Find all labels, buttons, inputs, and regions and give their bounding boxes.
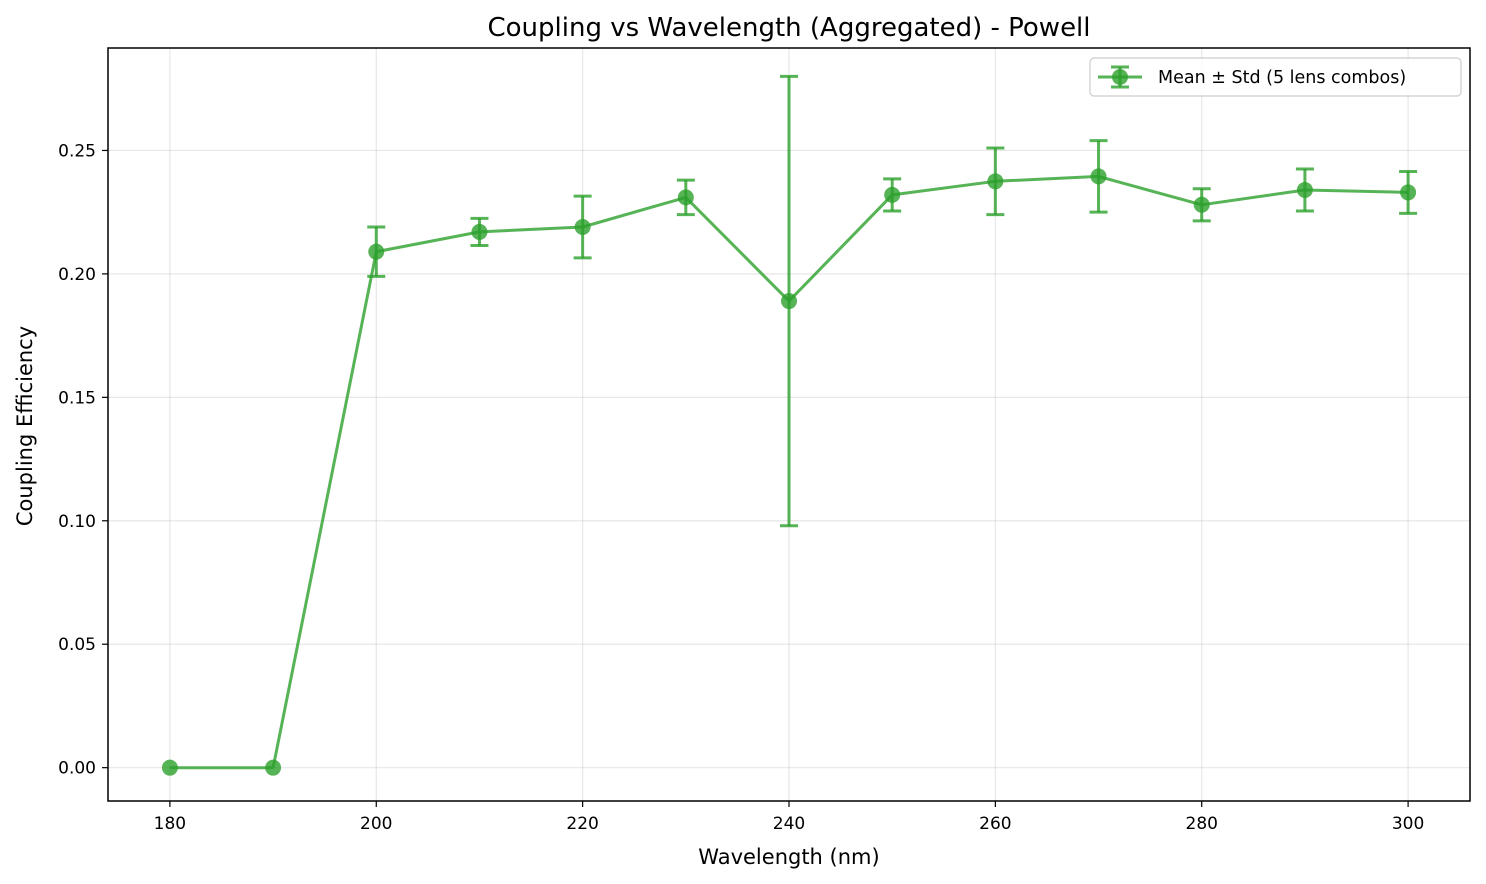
x-tick-label: 300 — [1392, 814, 1424, 834]
x-tick-label: 240 — [773, 814, 805, 834]
legend-box — [1089, 57, 1462, 97]
chart-title: Coupling vs Wavelength (Aggregated) - Po… — [487, 13, 1090, 43]
y-tick-label: 0.20 — [58, 265, 96, 285]
x-tick-label: 260 — [979, 814, 1011, 834]
y-tick-label: 0.25 — [58, 141, 96, 161]
data-point — [265, 759, 282, 776]
x-axis: 180 200 220 240 260 280 300 — [154, 801, 1424, 834]
data-point — [368, 243, 385, 260]
legend-label: Mean ± Std (5 lens combos) — [1158, 68, 1406, 88]
y-tick-label: 0.05 — [58, 635, 96, 655]
series — [161, 74, 1418, 776]
data-point — [1193, 196, 1210, 213]
legend-handle — [1098, 65, 1142, 89]
y-tick-label: 0.00 — [58, 759, 96, 779]
legend-marker — [1112, 69, 1128, 85]
data-point — [574, 218, 591, 235]
x-tick-label: 180 — [154, 814, 186, 834]
data-point — [161, 759, 178, 776]
data-point — [884, 186, 901, 203]
series-layer — [161, 74, 1418, 776]
data-point — [1090, 168, 1107, 185]
x-tick-label: 220 — [566, 814, 598, 834]
y-tick-label: 0.15 — [58, 388, 96, 408]
legend: Mean ± Std (5 lens combos) — [1089, 57, 1462, 97]
x-tick-label: 200 — [360, 814, 392, 834]
y-axis-label: Coupling Efficiency — [13, 326, 37, 526]
x-axis-label: Wavelength (nm) — [698, 845, 879, 869]
data-point — [1296, 181, 1313, 198]
data-point — [471, 223, 488, 240]
data-point — [1400, 184, 1417, 201]
data-point — [781, 293, 797, 310]
data-point — [677, 189, 694, 206]
x-tick-label: 280 — [1186, 814, 1218, 834]
y-tick-label: 0.10 — [58, 512, 96, 532]
y-axis: 0.00 0.05 0.10 0.15 0.20 0.25 — [58, 141, 108, 779]
data-point — [987, 173, 1004, 190]
